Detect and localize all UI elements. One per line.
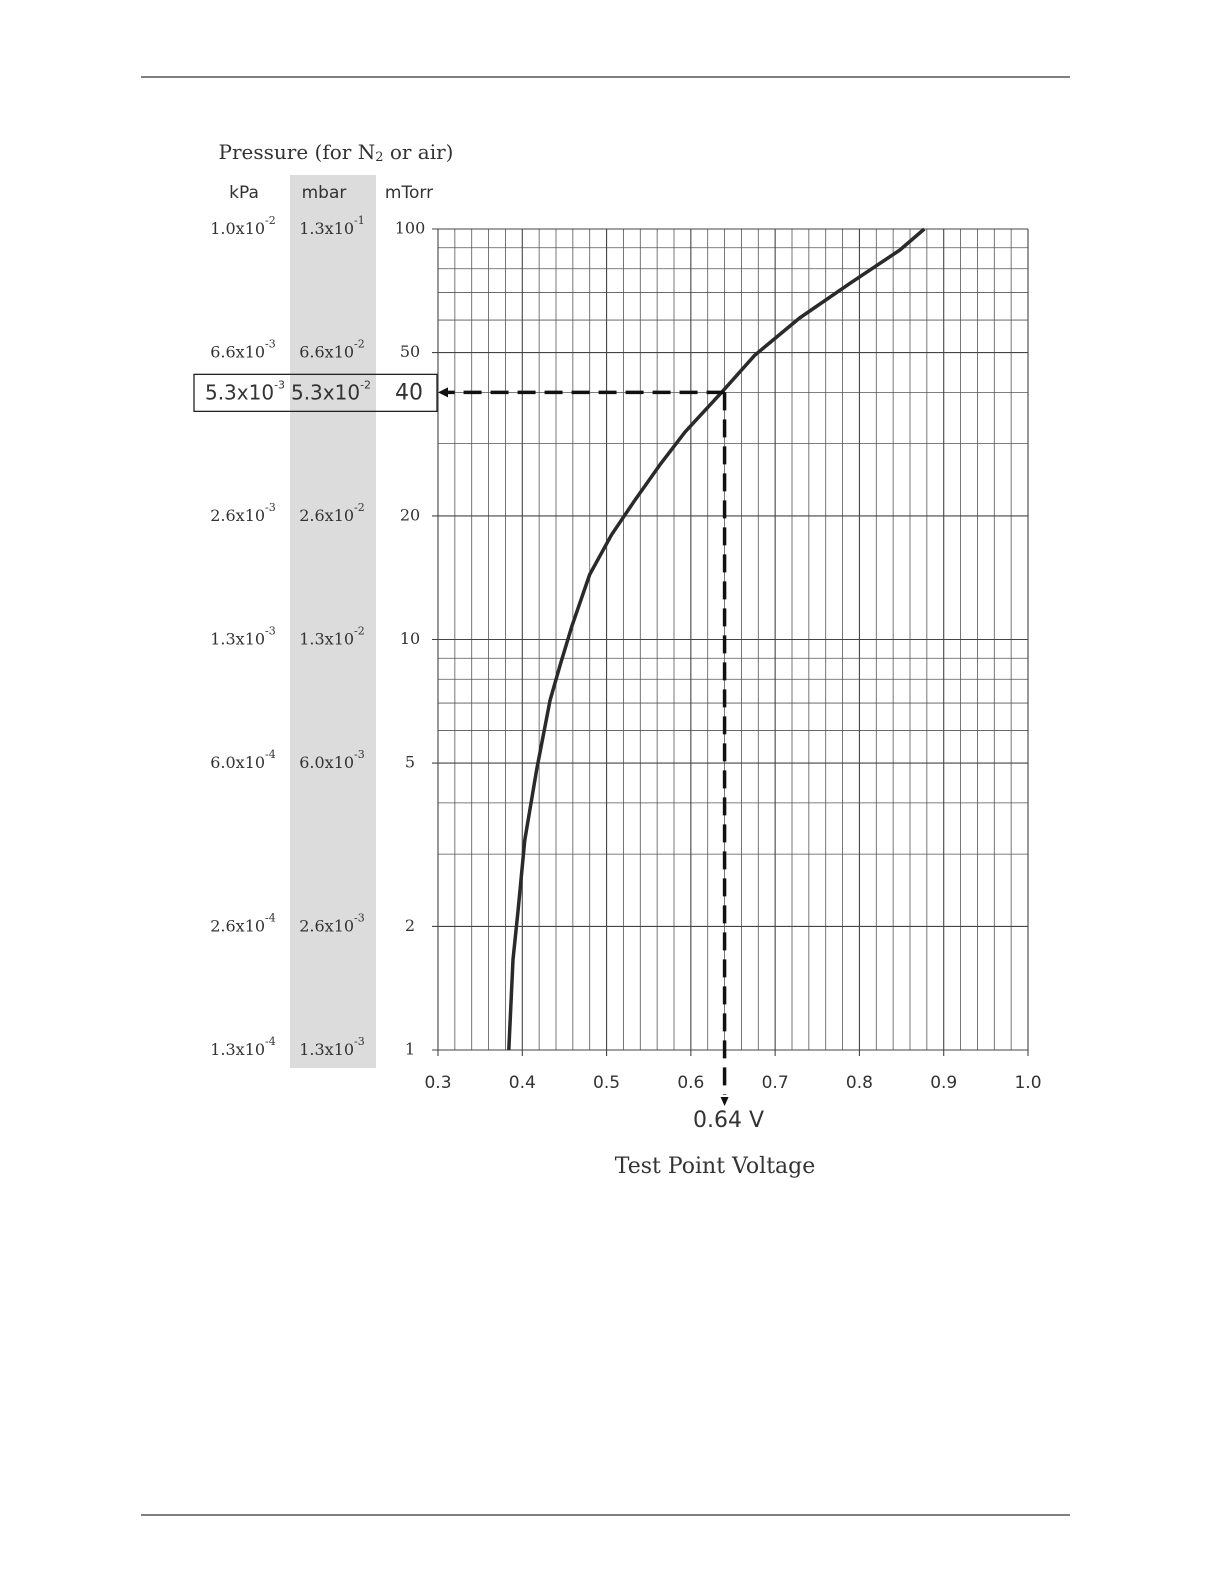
kpa-label-part-exponent: -2	[265, 214, 276, 227]
y-tick-label: 20	[400, 505, 420, 524]
y-title: Pressure (for N2 or air)	[219, 140, 454, 165]
kpa-label: 1.3x10-3	[210, 625, 276, 649]
highlight-mbar: 5.3x10-2	[291, 378, 371, 404]
kpa-label-part: 6.0x10	[210, 753, 265, 772]
column-header: mbar	[302, 183, 347, 203]
mbar-label-part-exponent: -3	[354, 911, 365, 924]
highlight-kpa-part-exponent: -3	[274, 378, 285, 391]
kpa-label-part-exponent: -3	[265, 625, 276, 638]
y-tick-label: 50	[400, 342, 420, 361]
kpa-label: 6.6x10-3	[210, 338, 276, 362]
mbar-label: 2.6x10-3	[299, 911, 365, 935]
mbar-label: 2.6x10-2	[299, 501, 365, 525]
y-title-text: or air)	[383, 140, 453, 164]
x-tick-label: 0.3	[424, 1073, 451, 1093]
kpa-label-part-exponent: -3	[265, 501, 276, 514]
kpa-label-part-exponent: -4	[265, 1035, 276, 1048]
kpa-label: 1.3x10-4	[210, 1035, 276, 1059]
x-tick-label: 0.4	[509, 1073, 536, 1093]
kpa-label-part-exponent: -4	[265, 748, 276, 761]
kpa-label-part: 1.3x10	[210, 1040, 265, 1059]
mbar-label-part: 6.0x10	[299, 753, 354, 772]
x-tick-label: 0.6	[677, 1073, 704, 1093]
x-tick-label: 0.7	[762, 1073, 789, 1093]
mbar-label-part-exponent: -3	[354, 1035, 365, 1048]
kpa-label: 2.6x10-4	[210, 911, 276, 935]
mbar-label-part: 1.3x10	[299, 219, 354, 238]
kpa-label-part: 1.0x10	[210, 219, 265, 238]
x-tick-label: 0.9	[930, 1073, 957, 1093]
highlight-box	[193, 373, 438, 413]
column-header: mTorr	[385, 183, 433, 203]
x-tick-label: 0.5	[593, 1073, 620, 1093]
mbar-label: 1.3x10-2	[299, 625, 365, 649]
kpa-label-part: 1.3x10	[210, 629, 265, 648]
mbar-band	[290, 175, 376, 1068]
mbar-label-part-exponent: -3	[354, 748, 365, 761]
mbar-label: 1.3x10-1	[299, 214, 365, 238]
data-line	[507, 227, 926, 1051]
mbar-label-part-exponent: -2	[354, 338, 365, 351]
kpa-label: 1.0x10-2	[210, 214, 276, 238]
highlight-mbar-part: 5.3x10	[291, 380, 360, 404]
x-tick-label: 1.0	[1014, 1073, 1041, 1093]
mbar-label: 6.0x10-3	[299, 748, 365, 772]
y-tick-label: 1	[405, 1040, 415, 1059]
mbar-label-part: 1.3x10	[299, 1040, 354, 1059]
x-tick-label: 0.8	[846, 1073, 873, 1093]
mbar-label: 6.6x10-2	[299, 338, 365, 362]
y-tick-label: 10	[400, 629, 420, 648]
kpa-label: 6.0x10-4	[210, 748, 276, 772]
mbar-label-part: 6.6x10	[299, 342, 354, 361]
highlight-kpa-part: 5.3x10	[205, 380, 274, 404]
mbar-label-part-exponent: -1	[354, 214, 365, 227]
mbar-label-part: 2.6x10	[299, 505, 354, 524]
kpa-label-part-exponent: -3	[265, 338, 276, 351]
x-axis-label: Test Point Voltage	[615, 1154, 816, 1179]
y-title-text: Pressure (for N	[219, 140, 376, 164]
mbar-label-part: 2.6x10	[299, 916, 354, 935]
y-tick-label: 5	[405, 753, 415, 772]
mbar-label: 1.3x10-3	[299, 1035, 365, 1059]
highlight-mbar-part-exponent: -2	[360, 378, 371, 391]
y-title-subscript: 2	[375, 150, 383, 165]
kpa-label: 2.6x10-3	[210, 501, 276, 525]
kpa-label-part: 6.6x10	[210, 342, 265, 361]
highlight-x-label: 0.64 V	[693, 1108, 764, 1133]
y-tick-label: 100	[395, 219, 426, 238]
kpa-label-part-exponent: -4	[265, 911, 276, 924]
highlight-y-label: 40	[395, 380, 423, 405]
mbar-label-part: 1.3x10	[299, 629, 354, 648]
highlight-arrow	[720, 1097, 729, 1106]
column-header: kPa	[229, 183, 259, 203]
highlight-kpa: 5.3x10-3	[205, 378, 285, 404]
mbar-label-part-exponent: -2	[354, 501, 365, 514]
kpa-label-part: 2.6x10	[210, 916, 265, 935]
y-tick-label: 2	[405, 916, 415, 935]
kpa-label-part: 2.6x10	[210, 505, 265, 524]
highlight-arrow	[438, 387, 448, 398]
mbar-label-part-exponent: -2	[354, 625, 365, 638]
